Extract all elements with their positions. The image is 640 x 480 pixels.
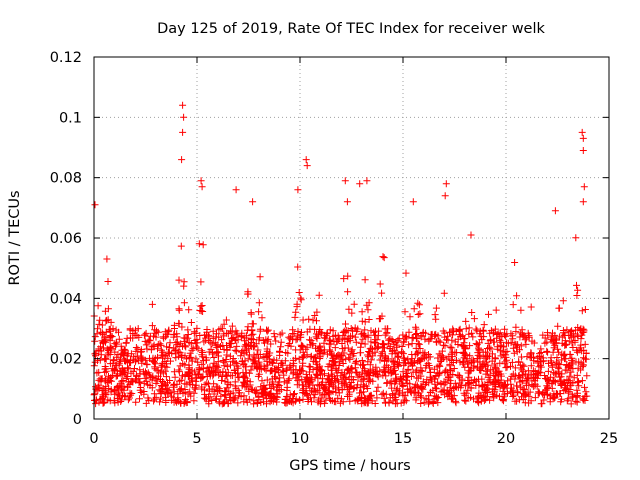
data-points <box>90 101 591 408</box>
grid-lines <box>94 57 609 419</box>
roti-markers <box>90 101 591 408</box>
y-tick-label: 0.06 <box>50 231 82 247</box>
y-tick-label: 0.12 <box>50 50 82 66</box>
x-tick-label: 25 <box>600 431 618 447</box>
y-tick-label: 0 <box>73 412 82 428</box>
y-tick-label: 0.04 <box>50 291 82 307</box>
y-tick-label: 0.08 <box>50 171 82 187</box>
y-tick-label: 0.02 <box>50 352 82 368</box>
chart-title: Day 125 of 2019, Rate Of TEC Index for r… <box>157 21 545 37</box>
x-axis-label: GPS time / hours <box>289 458 410 474</box>
x-tick-label: 10 <box>291 431 309 447</box>
x-tick-label: 20 <box>497 431 515 447</box>
y-axis-label: ROTI / TECUs <box>7 190 23 285</box>
x-tick-label: 0 <box>89 431 98 447</box>
y-tick-label: 0.1 <box>59 110 82 126</box>
axis-ticks: 0 5 10 15 20 25 0 0.02 0.04 0.06 0.08 0.1 0.12 <box>50 50 619 447</box>
x-tick-label: 15 <box>394 431 412 447</box>
x-tick-label: 5 <box>192 431 201 447</box>
